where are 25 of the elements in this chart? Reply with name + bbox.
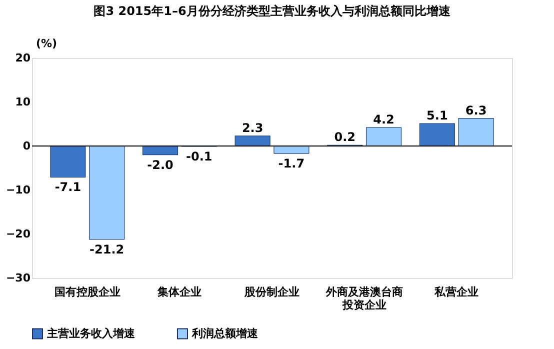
x-tick-label: 国有控股企业 bbox=[54, 286, 120, 298]
data-label: 5.1 bbox=[426, 108, 448, 123]
data-label: -7.1 bbox=[54, 180, 82, 194]
data-label: 6.3 bbox=[465, 103, 487, 118]
y-tick-label: −30 bbox=[6, 272, 31, 284]
y-tick-label: −10 bbox=[6, 184, 31, 196]
data-label: -0.1 bbox=[186, 149, 212, 164]
legend-label: 主营业务收入增速 bbox=[46, 326, 136, 340]
data-label: -1.7 bbox=[278, 156, 305, 170]
y-tick-label: 10 bbox=[15, 96, 31, 108]
x-tick-label: 外商及港澳台商投资企业 bbox=[324, 286, 403, 312]
data-label: 0.2 bbox=[334, 130, 356, 144]
data-label: -2.0 bbox=[147, 158, 174, 172]
y-tick-label: −20 bbox=[6, 228, 31, 240]
y-tick-label: 0 bbox=[22, 140, 31, 152]
x-tick-label: 私营企业 bbox=[434, 286, 479, 298]
x-tick-label: 股份制企业 bbox=[244, 286, 300, 298]
data-label: 2.3 bbox=[242, 120, 264, 135]
legend-label: 利润总额增速 bbox=[191, 326, 259, 340]
data-label: 4.2 bbox=[373, 112, 394, 127]
x-tick-label: 集体企业 bbox=[156, 286, 202, 298]
data-label: -21.2 bbox=[90, 242, 124, 256]
y-axis-title: (%) bbox=[36, 37, 58, 50]
y-tick-label: 20 bbox=[15, 52, 31, 64]
chart-title: 图3 2015年1–6月份分经济类型主营业务收入与利润总额同比增速 bbox=[94, 4, 452, 18]
